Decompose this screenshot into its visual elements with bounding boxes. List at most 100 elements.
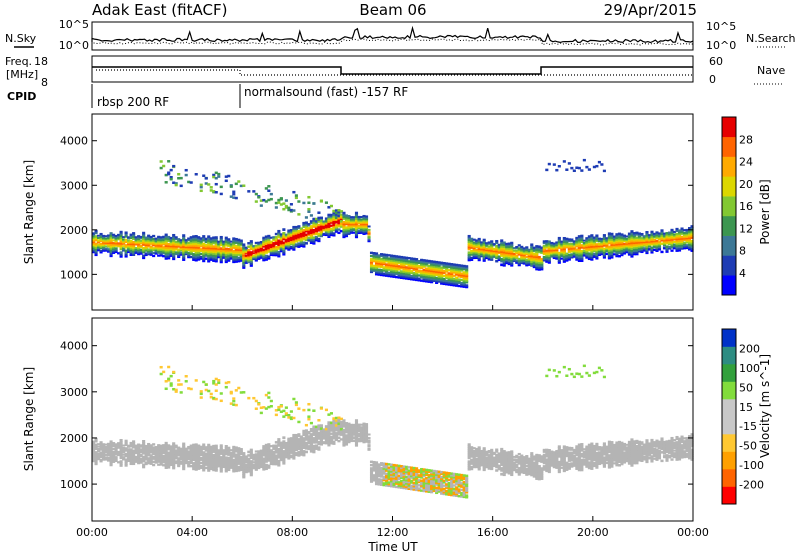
velocity-mark (174, 457, 178, 460)
power-mark (477, 258, 481, 262)
velocity-mark (304, 423, 308, 427)
velocity-mark (287, 452, 291, 456)
power-mark (312, 232, 316, 236)
power-mark (470, 242, 474, 246)
power-mark (217, 244, 221, 247)
velocity-mark (249, 452, 253, 456)
power-mark (632, 241, 637, 245)
power-mark (600, 248, 604, 251)
power-mark (510, 257, 514, 260)
power-mark (622, 237, 626, 240)
power-mark (372, 255, 376, 258)
power-mark (632, 246, 637, 249)
power-mark (369, 270, 374, 274)
power-mark (342, 231, 346, 235)
power-mark (247, 255, 251, 259)
power-mark (162, 250, 166, 253)
power-mark (164, 238, 168, 242)
power-mark (192, 235, 196, 238)
power-mark (387, 265, 391, 268)
power-mark (374, 260, 379, 263)
power-mark (307, 239, 311, 242)
power-mark (600, 247, 604, 250)
velocity-mark (407, 466, 411, 469)
velocity-mark (242, 459, 246, 462)
power-mark (132, 249, 136, 253)
velocity-mark (137, 444, 141, 448)
power-mark (92, 233, 96, 236)
power-mark (269, 253, 273, 257)
power-mark (134, 242, 138, 245)
power-mark (502, 254, 506, 258)
power-mark (490, 249, 494, 252)
power-mark (349, 223, 354, 226)
velocity-mark (139, 454, 143, 458)
velocity-mark (377, 468, 381, 471)
power-mark (430, 272, 434, 276)
velocity-mark (182, 454, 186, 457)
velocity-mark (214, 455, 218, 459)
power-mark (637, 245, 642, 249)
velocity-mark (317, 426, 321, 429)
velocity-mark (364, 431, 369, 434)
power-mark (319, 223, 323, 226)
power-mark (127, 251, 131, 254)
velocity-mark (249, 450, 253, 454)
power-mark (94, 247, 98, 251)
velocity-mark (352, 428, 356, 431)
velocity-mark (312, 431, 316, 435)
velocity-mark (227, 463, 231, 467)
power-mark (397, 261, 401, 265)
power-mark (465, 269, 469, 273)
power-mark (395, 259, 399, 263)
power-mark (259, 256, 263, 259)
power-mark (219, 185, 223, 189)
power-mark (610, 252, 614, 256)
power-mark (605, 239, 609, 242)
power-mark (462, 277, 466, 280)
velocity-mark (212, 464, 216, 468)
velocity-mark (294, 445, 298, 448)
velocity-mark (297, 434, 301, 438)
power-mark (174, 237, 178, 241)
velocity-mark (412, 486, 416, 490)
velocity-mark (182, 446, 186, 450)
velocity-mark (152, 463, 156, 467)
power-mark (557, 257, 561, 261)
power-mark (164, 233, 168, 237)
velocity-mark (364, 423, 369, 426)
power-mark (560, 244, 564, 247)
power-mark (177, 172, 181, 176)
power-mark (562, 256, 566, 260)
power-mark (617, 239, 621, 242)
power-mark (294, 233, 298, 237)
velocity-mark (117, 445, 121, 448)
power-mark (289, 238, 293, 242)
power-mark (249, 264, 253, 267)
velocity-mark (272, 461, 276, 464)
velocity-mark (169, 451, 173, 454)
velocity-mark (277, 408, 281, 412)
velocity-mark (377, 464, 381, 468)
power-mark (482, 238, 486, 242)
power-mark (615, 246, 619, 249)
velocity-mark (342, 428, 346, 432)
power-mark (339, 217, 344, 221)
power-mark (107, 248, 111, 251)
velocity-mark (164, 445, 168, 449)
velocity-mark (217, 456, 221, 459)
power-mark (109, 254, 113, 258)
velocity-mark (187, 447, 191, 450)
power-mark (562, 242, 566, 245)
velocity-mark (327, 428, 331, 431)
power-mark (279, 247, 283, 250)
power-mark (585, 251, 589, 255)
velocity-mark (157, 453, 161, 456)
velocity-mark (239, 448, 243, 451)
power-mark (665, 238, 669, 242)
velocity-mark (172, 446, 176, 449)
power-mark (630, 247, 634, 250)
power-mark (607, 251, 611, 254)
velocity-mark (149, 461, 153, 464)
power-mark (482, 248, 486, 251)
